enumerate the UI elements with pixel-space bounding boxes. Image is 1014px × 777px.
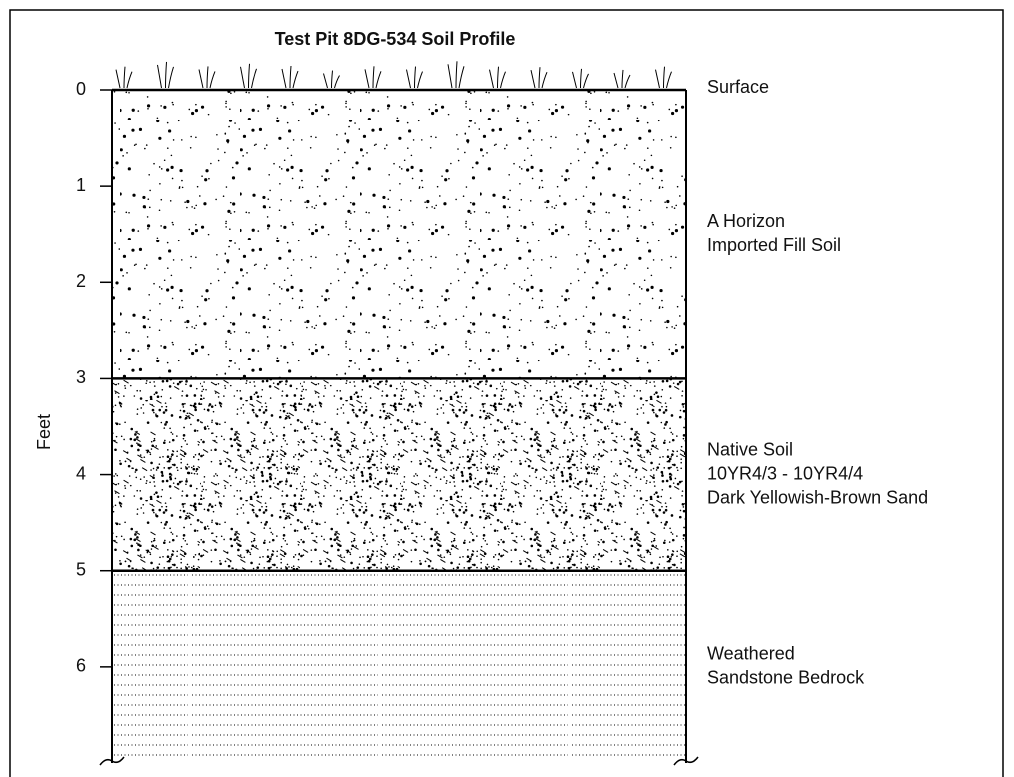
grass-tuft [157,61,174,89]
soil-layer [112,378,686,571]
y-tick-label: 0 [76,79,86,99]
grass-tuft [655,66,672,89]
layer-label: Native Soil [707,439,793,459]
y-tick-label: 1 [76,175,86,195]
y-tick-label: 5 [76,559,86,579]
grass-tuft [613,69,631,89]
grass-tuft [198,66,216,89]
grass-tuft [323,70,340,89]
title: Test Pit 8DG-534 Soil Profile [275,29,516,49]
y-tick-label: 2 [76,271,86,291]
layer-label: Weathered [707,644,795,664]
grass-tuft [530,67,548,89]
layer-label: Sandstone Bedrock [707,668,865,688]
grass-tuft [240,63,257,89]
grass-tuft [281,65,299,89]
y-tick-label: 6 [76,656,86,676]
grass-tuft [115,66,133,89]
layer-label: Dark Yellowish-Brown Sand [707,487,928,507]
frame [9,9,1004,777]
layers [112,90,686,763]
surface-label: Surface [707,77,769,97]
soil-layer [112,90,686,379]
grass-tuft [406,66,423,89]
soil-layer [112,570,686,763]
y-tick-label: 4 [76,463,86,483]
grass-tuft [364,66,382,89]
y-tick-label: 3 [76,367,86,387]
grass-tuft [489,66,506,89]
layer-label: A Horizon [707,211,785,231]
grass-tuft [447,61,465,89]
grass [115,61,672,89]
grass-tuft [572,68,589,89]
axis-label: Feet [34,414,54,450]
layer-label: Imported Fill Soil [707,235,841,255]
layer-label: 10YR4/3 - 10YR4/4 [707,463,863,483]
